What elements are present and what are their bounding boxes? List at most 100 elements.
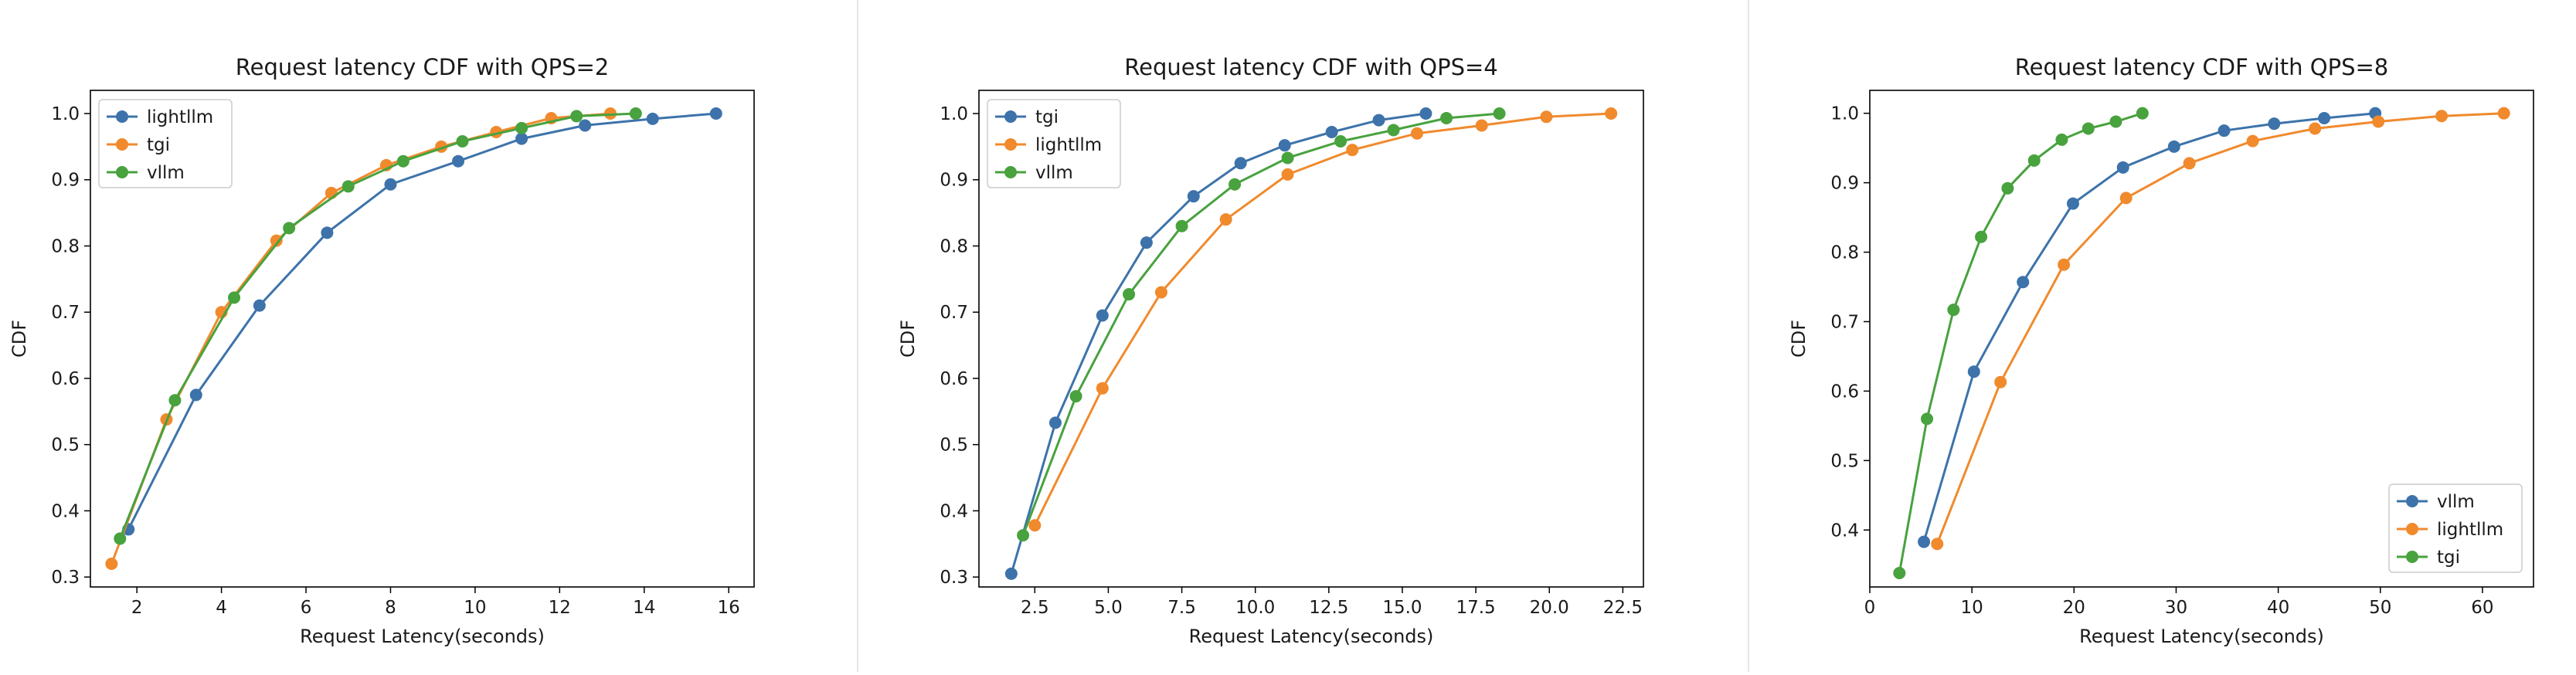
legend-box (987, 99, 1121, 188)
y-tick-label: 0.7 (940, 303, 968, 323)
data-point-vllm (1918, 535, 1931, 548)
x-axis-label: Request Latency(seconds) (1189, 626, 1434, 647)
data-point-lightllm (2497, 107, 2510, 120)
x-tick-label: 7.5 (1167, 598, 1196, 618)
data-point-tgi (1048, 416, 1062, 429)
legend-swatch-marker (1004, 110, 1017, 123)
y-tick-label: 0.8 (940, 236, 968, 256)
legend-swatch-marker (2406, 551, 2418, 563)
panel-divider (1748, 0, 1749, 672)
y-tick-label: 0.4 (940, 501, 968, 521)
legend-swatch-marker (116, 110, 128, 123)
series-line-vllm (118, 112, 636, 539)
data-point-lightllm (1540, 110, 1553, 124)
legend-swatch-marker (1004, 166, 1017, 178)
legend-label: lightllm (2437, 520, 2503, 540)
chart-title: Request latency CDF with QPS=8 (2015, 54, 2388, 80)
data-point-vllm (168, 394, 182, 407)
data-point-lightllm (709, 107, 722, 120)
data-point-lightllm (1605, 107, 1618, 120)
x-tick-label: 10 (1961, 598, 1983, 618)
x-tick-label: 2.5 (1021, 598, 1049, 618)
data-point-vllm (629, 107, 642, 120)
chart-panel-3: Request latency CDF with QPS=8 0 10 20 30 40 5… (1788, 54, 2534, 647)
data-point-lightllm (1096, 382, 1109, 395)
y-tick-label: 1.0 (1830, 104, 1859, 124)
legend-box (98, 99, 233, 188)
data-point-tgi (270, 234, 283, 247)
data-point-lightllm (1410, 127, 1423, 140)
x-tick-label: 4 (216, 598, 227, 618)
y-tick-label: 0.3 (51, 568, 80, 588)
x-tick-label: 30 (2165, 598, 2187, 618)
data-point-lightllm (1994, 375, 2007, 388)
x-tick-label: 12 (549, 598, 571, 618)
data-point-vllm (114, 532, 127, 545)
data-point-lightllm (2372, 115, 2385, 128)
legend-swatch-marker (1004, 138, 1017, 151)
data-point-lightllm (2183, 157, 2196, 170)
x-tick-label: 10 (464, 598, 486, 618)
data-point-vllm (1493, 107, 1506, 120)
y-tick-label: 0.8 (1830, 243, 1859, 263)
x-tick-label: 6 (301, 598, 312, 618)
y-tick-label: 0.5 (940, 436, 968, 456)
y-axis-label: CDF (8, 320, 30, 358)
data-point-lightllm (646, 112, 659, 125)
y-tick-label: 1.0 (940, 104, 968, 124)
x-tick-label: 15.0 (1382, 598, 1422, 618)
data-point-lightllm (2435, 110, 2449, 123)
x-tick-label: 60 (2471, 598, 2493, 618)
data-point-vllm (1017, 529, 1030, 542)
data-point-tgi (1234, 157, 1247, 170)
data-point-lightllm (2246, 134, 2259, 148)
data-point-lightllm (384, 178, 397, 191)
y-tick-label: 0.5 (1830, 451, 1859, 471)
chart-title: Request latency CDF with QPS=2 (236, 54, 609, 80)
data-point-vllm (2268, 117, 2281, 131)
series-line-tgi (1898, 112, 2143, 574)
data-point-lightllm (2058, 258, 2071, 271)
y-tick-label: 0.3 (940, 568, 968, 588)
chart-panel-1: Request latency CDF with QPS=2 2 4 6 8 10 12 14… (8, 54, 755, 647)
x-axis-label: Request Latency(seconds) (2079, 626, 2324, 647)
series-line-lightllm (1033, 112, 1612, 526)
legend-label: tgi (2437, 548, 2460, 568)
data-point-vllm (1069, 390, 1082, 403)
data-point-vllm (1440, 112, 1453, 125)
data-point-tgi (2027, 154, 2041, 167)
data-point-lightllm (579, 119, 592, 132)
y-tick-label: 0.7 (51, 303, 80, 323)
x-tick-label: 8 (385, 598, 396, 618)
x-tick-label: 14 (633, 598, 655, 618)
legend-box (2388, 483, 2523, 573)
x-tick-label: 20 (2063, 598, 2085, 618)
data-point-lightllm (189, 388, 202, 402)
data-point-tgi (1372, 114, 1385, 127)
y-tick-label: 0.9 (51, 171, 80, 191)
chart-panel-2: Request latency CDF with QPS=4 2.5 5.0 7.5 1… (897, 54, 1644, 647)
data-point-tgi (2109, 115, 2122, 128)
data-point-lightllm (1281, 168, 1294, 181)
data-point-lightllm (1931, 538, 1944, 551)
x-tick-label: 0 (1864, 598, 1876, 618)
data-point-vllm (2217, 124, 2231, 137)
data-point-vllm (1281, 151, 1294, 165)
x-tick-label: 50 (2369, 598, 2391, 618)
y-tick-label: 0.9 (940, 171, 968, 191)
data-point-lightllm (321, 226, 334, 239)
data-point-tgi (2136, 107, 2149, 120)
legend-label: lightllm (1035, 135, 1102, 155)
data-point-vllm (2318, 111, 2331, 124)
data-point-tgi (2082, 122, 2095, 135)
data-point-vllm (570, 110, 583, 123)
data-point-vllm (1334, 135, 1347, 148)
data-point-tgi (1187, 190, 1200, 203)
x-tick-label: 22.5 (1603, 598, 1643, 618)
data-point-vllm (1123, 288, 1136, 301)
series-line-tgi (1010, 112, 1426, 575)
series-line-vllm (1021, 112, 1500, 536)
x-tick-label: 2 (131, 598, 143, 618)
data-point-vllm (456, 135, 469, 148)
legend-swatch-marker (2406, 495, 2418, 507)
